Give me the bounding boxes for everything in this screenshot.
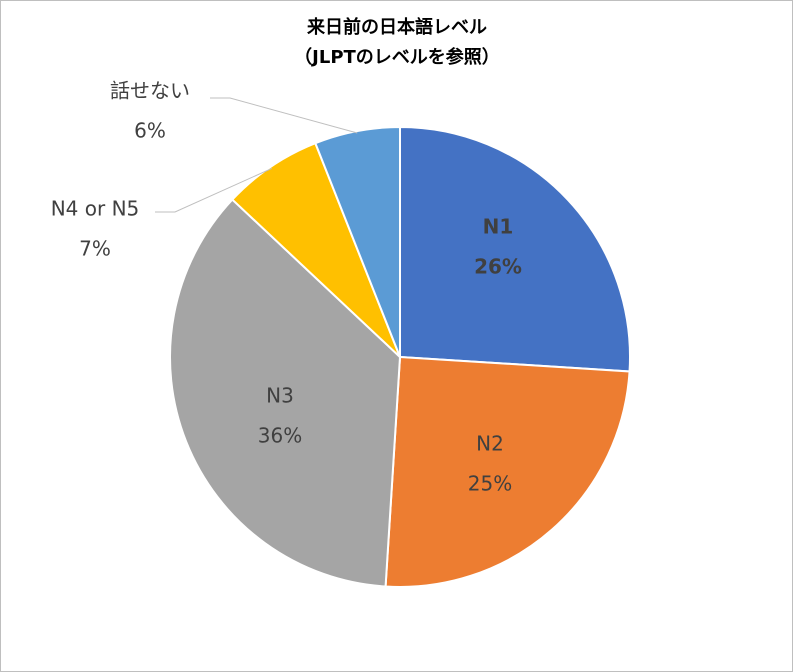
pie-slice bbox=[314, 125, 401, 358]
value-label: 6% bbox=[134, 119, 166, 143]
value-label: 7% bbox=[79, 237, 111, 261]
category-label: 話せない bbox=[110, 79, 190, 103]
leader-line bbox=[155, 167, 273, 213]
pie-slice bbox=[384, 355, 631, 588]
pie-slice bbox=[230, 141, 401, 358]
category-label: N1 bbox=[483, 215, 514, 239]
pie-slice bbox=[399, 125, 631, 373]
pie-slice bbox=[169, 198, 402, 588]
value-label: 26% bbox=[474, 255, 522, 279]
category-label: N4 or N5 bbox=[51, 197, 140, 221]
chart-title: 来日前の日本語レベル bbox=[306, 16, 487, 38]
category-label: N2 bbox=[476, 432, 504, 456]
leader-line bbox=[210, 97, 358, 134]
value-label: 36% bbox=[258, 424, 302, 448]
category-label: N3 bbox=[266, 384, 294, 408]
chart-subtitle: （JLPTのレベルを参照） bbox=[294, 46, 500, 68]
value-label: 25% bbox=[468, 472, 512, 496]
